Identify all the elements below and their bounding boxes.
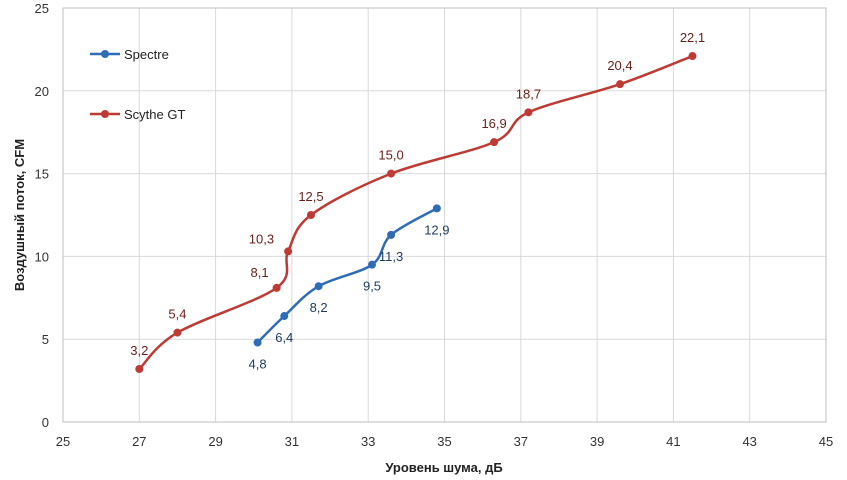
y-tick-label: 5 bbox=[42, 332, 49, 347]
x-tick-label: 29 bbox=[208, 434, 222, 449]
grid bbox=[62, 7, 827, 423]
data-label: 4,8 bbox=[249, 357, 267, 372]
data-label: 15,0 bbox=[378, 148, 403, 163]
data-label: 8,1 bbox=[251, 265, 269, 280]
data-label: 22,1 bbox=[680, 30, 705, 45]
data-label: 12,5 bbox=[298, 189, 323, 204]
data-point bbox=[615, 80, 624, 89]
legend-marker bbox=[101, 50, 109, 58]
data-point bbox=[524, 108, 533, 117]
data-point bbox=[253, 338, 262, 347]
data-label: 18,7 bbox=[516, 86, 541, 101]
series-lines bbox=[138, 54, 694, 371]
y-tick-label: 25 bbox=[35, 1, 49, 16]
x-tick-label: 25 bbox=[56, 434, 70, 449]
data-point bbox=[368, 260, 377, 269]
data-point bbox=[490, 138, 499, 147]
y-tick-label: 10 bbox=[35, 249, 49, 264]
series-points bbox=[135, 52, 697, 374]
series-line bbox=[256, 207, 439, 344]
data-label: 6,4 bbox=[275, 330, 293, 345]
y-tick-label: 0 bbox=[42, 415, 49, 430]
legend-marker bbox=[101, 110, 109, 118]
data-label: 10,3 bbox=[249, 231, 274, 246]
data-label: 11,3 bbox=[379, 249, 403, 264]
x-tick-label: 33 bbox=[361, 434, 375, 449]
x-tick-label: 45 bbox=[819, 434, 833, 449]
data-label: 12,9 bbox=[424, 222, 449, 237]
x-tick-labels: 25 27 29 31 33 35 37 39 41 43 45 bbox=[56, 434, 833, 449]
data-label: 9,5 bbox=[363, 279, 381, 294]
y-tick-labels: 0 5 10 15 20 25 bbox=[35, 1, 49, 430]
data-point bbox=[272, 283, 281, 292]
data-point bbox=[387, 169, 396, 178]
x-axis-title: Уровень шума, дБ bbox=[385, 460, 502, 475]
legend-label: Spectre bbox=[124, 47, 169, 62]
data-point bbox=[173, 328, 182, 337]
data-label: 20,4 bbox=[607, 58, 632, 73]
data-label: 5,4 bbox=[168, 307, 186, 322]
legend: Spectre Scythe GT bbox=[90, 47, 185, 122]
x-tick-label: 37 bbox=[514, 434, 528, 449]
data-label: 3,2 bbox=[130, 343, 148, 358]
plot-frame bbox=[62, 7, 827, 423]
x-tick-label: 31 bbox=[285, 434, 299, 449]
legend-label: Scythe GT bbox=[124, 107, 185, 122]
data-label: 8,2 bbox=[310, 300, 328, 315]
y-axis-title: Воздушный поток, CFM bbox=[12, 139, 27, 291]
data-point bbox=[135, 365, 144, 374]
x-tick-label: 39 bbox=[590, 434, 604, 449]
x-tick-label: 35 bbox=[437, 434, 451, 449]
data-point bbox=[284, 247, 293, 256]
data-point bbox=[688, 52, 697, 61]
data-labels: 4,8 6,4 8,2 9,5 11,3 12,9 3,2 5,4 8,1 10,3 12,5 15,… bbox=[130, 30, 705, 371]
x-tick-label: 27 bbox=[132, 434, 146, 449]
y-tick-label: 15 bbox=[35, 167, 49, 182]
data-label: 16,9 bbox=[481, 116, 506, 131]
data-point bbox=[387, 230, 396, 239]
data-point bbox=[314, 282, 323, 291]
y-tick-label: 20 bbox=[35, 84, 49, 99]
series-line bbox=[138, 54, 694, 371]
x-tick-label: 43 bbox=[742, 434, 756, 449]
x-tick-label: 41 bbox=[666, 434, 680, 449]
data-point bbox=[432, 204, 441, 213]
data-point bbox=[306, 211, 315, 219]
data-point bbox=[280, 312, 289, 321]
